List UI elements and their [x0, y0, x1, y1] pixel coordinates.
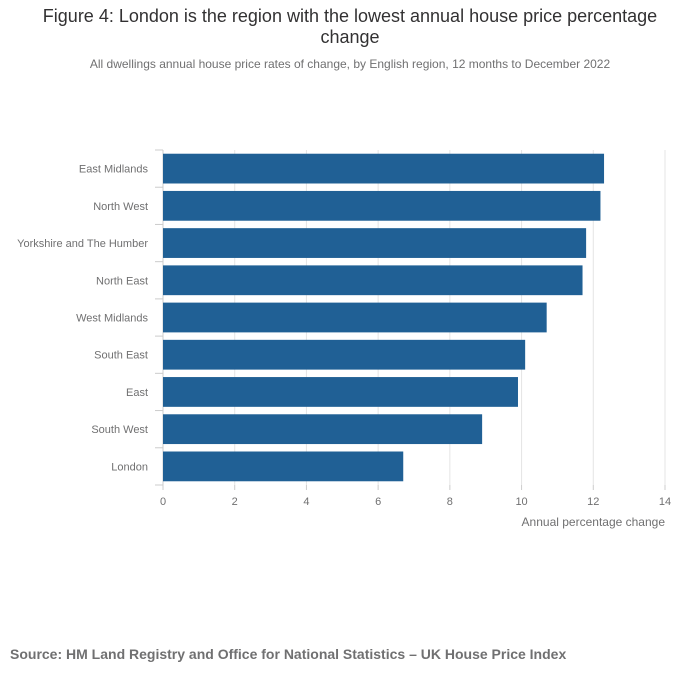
- category-label: Yorkshire and The Humber: [17, 238, 148, 250]
- bar: [163, 451, 404, 482]
- bar: [163, 339, 526, 370]
- bar: [163, 377, 518, 407]
- category-label: East Midlands: [79, 164, 149, 176]
- bars: [163, 153, 605, 482]
- x-tick-label: 0: [160, 496, 166, 508]
- category-label: South East: [94, 350, 148, 362]
- x-tick-label: 10: [515, 496, 527, 508]
- bar: [163, 153, 605, 184]
- bar: [163, 265, 583, 296]
- x-tick-label: 2: [232, 496, 238, 508]
- category-label: East: [126, 387, 148, 399]
- category-label: North West: [93, 201, 148, 213]
- x-tick-label: 14: [659, 496, 671, 508]
- x-tick-label: 6: [375, 496, 381, 508]
- bar-chart: East Midlands North West Yorkshire and The…: [17, 149, 671, 529]
- source-note: Source: HM Land Registry and Office for …: [10, 646, 567, 662]
- bar: [163, 414, 483, 445]
- bar: [163, 228, 587, 258]
- x-tick-label: 4: [303, 496, 309, 508]
- x-tick-labels: 0 2 4 6 8 10 12 14: [160, 496, 671, 508]
- x-tick-label: 12: [587, 496, 599, 508]
- bar: [163, 190, 601, 221]
- category-label: West Midlands: [76, 313, 148, 325]
- bar: [163, 302, 547, 333]
- category-label: London: [111, 461, 148, 473]
- category-labels: East Midlands North West Yorkshire and The…: [17, 164, 148, 474]
- category-label: South West: [91, 424, 148, 436]
- category-label: North East: [96, 275, 148, 287]
- chart-subtitle: All dwellings annual house price rates o…: [89, 57, 611, 71]
- x-tick-label: 8: [447, 496, 453, 508]
- chart-title: Figure 4: London is the region with the …: [42, 6, 658, 47]
- x-axis-label: Annual percentage change: [522, 515, 666, 529]
